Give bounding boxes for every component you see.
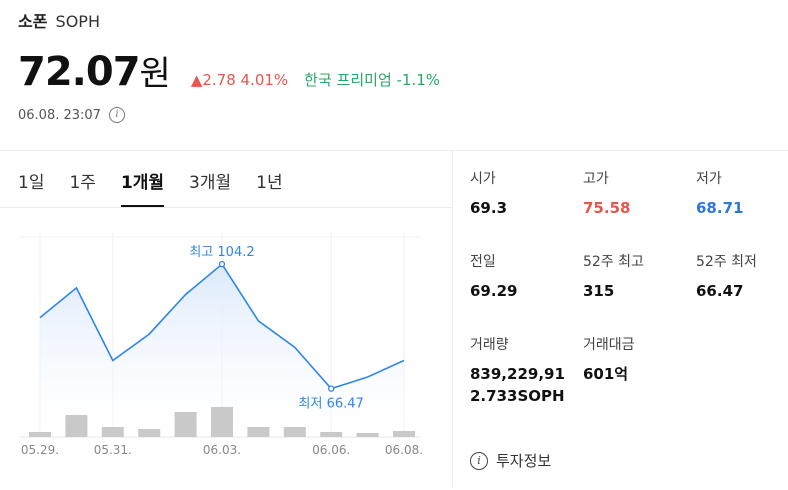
volume-bar [29, 432, 51, 437]
x-tick-label: 06.08. [385, 443, 423, 457]
stat-prev: 전일 69.29 [470, 251, 580, 302]
coin-title: 소폰 SOPH [18, 8, 100, 32]
stat-high: 고가 75.58 [583, 168, 693, 219]
volume-bar [393, 431, 415, 437]
volume-bar [174, 412, 197, 437]
volume-bar [211, 407, 233, 437]
coin-symbol: SOPH [55, 12, 100, 31]
panel-divider [452, 150, 453, 486]
stat-open-value: 69.3 [470, 199, 508, 217]
volume-bar [283, 427, 306, 437]
x-tick-label: 06.03. [203, 443, 241, 457]
x-tick-label: 06.06. [312, 443, 350, 457]
stat-volume-label: 거래량 [470, 337, 509, 353]
stat-52w-high-value: 315 [583, 282, 615, 300]
stat-amount: 거래대금 601억 [583, 334, 693, 385]
high-label: 최고 104.2 [189, 245, 254, 260]
tab-1-day[interactable]: 1일 [18, 173, 45, 193]
stat-amount-label: 거래대금 [583, 337, 635, 353]
invest-info-label: 투자정보 [496, 452, 552, 470]
high-marker [218, 260, 226, 268]
volume-bar [101, 427, 124, 437]
tab-1-month[interactable]: 1개월 [120, 168, 165, 207]
x-tick-label: 05.31. [94, 443, 132, 457]
stat-52w-high-label: 52주 최고 [583, 254, 644, 270]
period-tabs: 1일 1주 1개월 3개월 1년 [18, 168, 308, 207]
tab-1-year[interactable]: 1년 [256, 173, 283, 193]
stat-volume: 거래량 839,229,91 2.733SOPH [470, 334, 582, 407]
tab-3-months[interactable]: 3개월 [189, 173, 232, 193]
stat-prev-value: 69.29 [470, 282, 518, 300]
price-unit: 원 [139, 54, 171, 94]
price-chart[interactable]: 최고 104.2 최저 66.47 05.29. 05.31. 06.03. 06.06.… [0, 208, 452, 486]
stat-low: 저가 68.71 [696, 168, 788, 219]
current-price: 72.07 [18, 49, 141, 95]
volume-bar [320, 432, 343, 437]
low-marker [328, 385, 335, 392]
stat-high-value: 75.58 [583, 199, 631, 217]
stat-52w-low-value: 66.47 [696, 282, 744, 300]
stat-open-label: 시가 [470, 171, 496, 187]
invest-info-link[interactable]: i 투자정보 [470, 450, 551, 471]
stat-prev-label: 전일 [470, 254, 496, 270]
header-divider [0, 150, 788, 151]
volume-bar [138, 429, 161, 437]
price-area [40, 264, 404, 437]
stat-52w-low: 52주 최저 66.47 [696, 251, 788, 302]
x-tick-label: 05.29. [21, 443, 59, 457]
low-label: 최저 66.47 [299, 397, 364, 412]
stat-amount-value: 601억 [583, 365, 629, 383]
stat-high-label: 고가 [583, 171, 609, 187]
volume-bar [356, 433, 379, 437]
info-icon: i [470, 451, 488, 470]
stat-low-value: 68.71 [696, 199, 744, 217]
tabs-divider [0, 207, 452, 208]
stat-52w-high: 52주 최고 315 [583, 251, 693, 302]
price-change: ▲2.78 4.01% [190, 71, 289, 89]
stat-volume-value-line2: 2.733SOPH [470, 387, 565, 405]
price-chart-svg: 최고 104.2 최저 66.47 05.29. 05.31. 06.03. 06.06.… [20, 233, 423, 457]
tab-1-week[interactable]: 1주 [69, 173, 96, 193]
stat-open: 시가 69.3 [470, 168, 580, 219]
price-row: 72.07 원 ▲2.78 4.01% 한국 프리미엄 -1.1% [18, 46, 440, 95]
stat-volume-value: 839,229,91 2.733SOPH [470, 363, 582, 407]
korea-premium: 한국 프리미엄 -1.1% [304, 71, 441, 89]
coin-name: 소폰 [18, 12, 48, 31]
stat-52w-low-label: 52주 최저 [696, 254, 757, 270]
info-icon[interactable]: i [108, 107, 125, 123]
timestamp-row: 06.08. 23:07 i [18, 107, 125, 123]
volume-bar [247, 427, 270, 437]
stat-low-label: 저가 [696, 171, 722, 187]
volume-bar [65, 415, 88, 437]
timestamp: 06.08. 23:07 [18, 107, 101, 123]
stat-volume-value-line1: 839,229,91 [470, 365, 565, 383]
